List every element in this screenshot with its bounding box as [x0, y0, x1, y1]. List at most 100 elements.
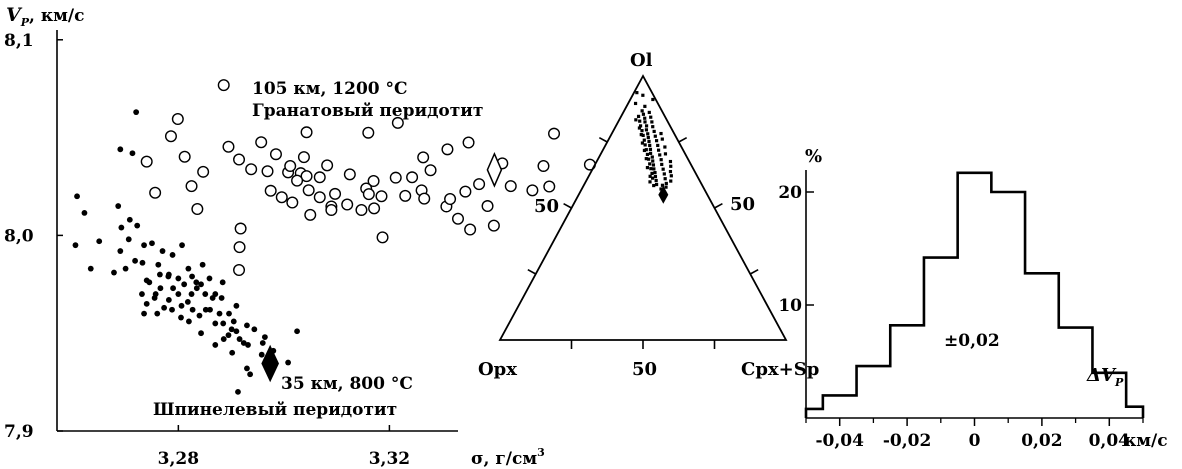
- ternary-point: [652, 129, 656, 134]
- garnet-point: [197, 165, 210, 178]
- histogram-x-tick-label: -0,04: [815, 431, 864, 451]
- garnet-point: [418, 192, 431, 205]
- ternary-point: [660, 162, 664, 167]
- spinel-point: [185, 265, 192, 272]
- ternary-point: [650, 155, 654, 159]
- ternary-point: [664, 181, 668, 186]
- spinel-point: [294, 328, 300, 335]
- spinel-point: [209, 295, 216, 301]
- garnet-point: [473, 178, 486, 191]
- ternary-point: [653, 134, 657, 138]
- ternary-bottom-edge-label: 50: [632, 359, 657, 380]
- ternary-tick: [527, 269, 537, 275]
- garnet-condition-label: 105 км, 1200 °C: [252, 79, 408, 99]
- spinel-point: [96, 238, 103, 245]
- garnet-point: [459, 185, 472, 198]
- ternary-point: [669, 174, 673, 178]
- spinel-point: [170, 285, 176, 292]
- garnet-point: [245, 163, 258, 176]
- ternary-point: [647, 110, 651, 115]
- ternary-point: [643, 120, 647, 124]
- spinel-point: [199, 261, 206, 268]
- spinel-point: [74, 193, 80, 200]
- ternary-point: [649, 115, 653, 119]
- garnet-point: [149, 186, 162, 199]
- spinel-point: [207, 306, 213, 313]
- spinel-point: [156, 271, 163, 278]
- histogram-x-tick-label: 0,02: [1021, 431, 1062, 451]
- spinel-point: [118, 224, 125, 231]
- garnet-point: [191, 202, 204, 215]
- spinel-point: [141, 310, 147, 317]
- spinel-point: [126, 216, 133, 223]
- garnet-point: [368, 202, 381, 215]
- spinel-point: [193, 279, 200, 286]
- ternary-point: [653, 171, 657, 175]
- garnet-name-label: Гранатовый перидотит: [252, 101, 483, 121]
- spinel-point: [159, 248, 166, 254]
- ternary-point: [668, 159, 673, 164]
- garnet-point: [424, 164, 437, 177]
- ternary-point: [648, 151, 653, 155]
- garnet-point: [537, 159, 550, 172]
- ternary-point: [651, 125, 655, 129]
- garnet-point: [376, 231, 389, 244]
- garnet-point: [462, 136, 475, 149]
- ternary-point: [652, 183, 656, 188]
- garnet-point: [264, 184, 277, 197]
- ternary-point: [646, 157, 651, 161]
- ternary-point: [656, 148, 661, 152]
- garnet-point: [487, 219, 500, 232]
- spinel-point: [139, 259, 146, 266]
- ternary-point: [643, 143, 647, 147]
- ternary-point: [644, 157, 648, 161]
- ternary-point: [642, 148, 647, 153]
- garnet-point: [367, 175, 380, 188]
- spinel-point: [184, 298, 191, 305]
- garnet-point: [389, 171, 402, 184]
- spinel-point: [219, 279, 226, 286]
- spinel-point: [178, 314, 184, 321]
- spinel-point: [244, 322, 250, 329]
- ternary-point: [660, 183, 665, 187]
- scatter-panel: 7,9 8,0 8,1 3,28 3,32 VP, км/с σ, г/см3 105…: [4, 4, 596, 469]
- ternary-point: [641, 133, 645, 137]
- ternary-point: [645, 152, 650, 157]
- histogram-x-tick-label: 0: [969, 431, 981, 451]
- histogram-y-axis-title: %: [805, 146, 822, 167]
- spinel-point: [230, 318, 237, 325]
- ternary-point: [663, 152, 668, 156]
- ternary-point: [668, 169, 673, 174]
- garnet-point: [444, 193, 457, 206]
- spinel-point: [143, 300, 150, 307]
- garnet-point: [391, 116, 404, 129]
- spinel-point: [212, 342, 219, 348]
- histogram-x-unit: км/с: [1124, 431, 1168, 451]
- spinel-point: [81, 209, 88, 216]
- garnet-point: [304, 208, 317, 221]
- ternary-ticks: [527, 137, 759, 349]
- spinel-point: [258, 351, 265, 358]
- garnet-point: [464, 223, 477, 236]
- ternary-point: [653, 174, 658, 179]
- spinel-peridotite-points: [72, 109, 300, 395]
- garnet-point: [313, 171, 326, 184]
- garnet-point: [222, 140, 235, 153]
- spinel-point: [132, 257, 138, 264]
- spinel-point: [233, 302, 240, 309]
- garnet-point: [233, 153, 246, 166]
- spinel-point: [251, 326, 258, 333]
- ternary-point: [640, 141, 645, 145]
- ternary-vertex-top: Ol: [630, 50, 653, 71]
- spinel-point: [111, 269, 117, 276]
- ternary-point: [663, 177, 667, 181]
- histogram-x-tick-label: 0,04: [1089, 431, 1131, 451]
- spinel-condition-label: 35 км, 800 °C: [281, 374, 413, 394]
- spinel-point: [155, 261, 162, 268]
- spinel-point: [125, 236, 132, 243]
- scatter-diamond-markers: [261, 151, 503, 383]
- garnet-point: [297, 151, 310, 164]
- spinel-point: [133, 109, 140, 116]
- spinel-point: [117, 146, 124, 153]
- spinel-point: [149, 240, 155, 247]
